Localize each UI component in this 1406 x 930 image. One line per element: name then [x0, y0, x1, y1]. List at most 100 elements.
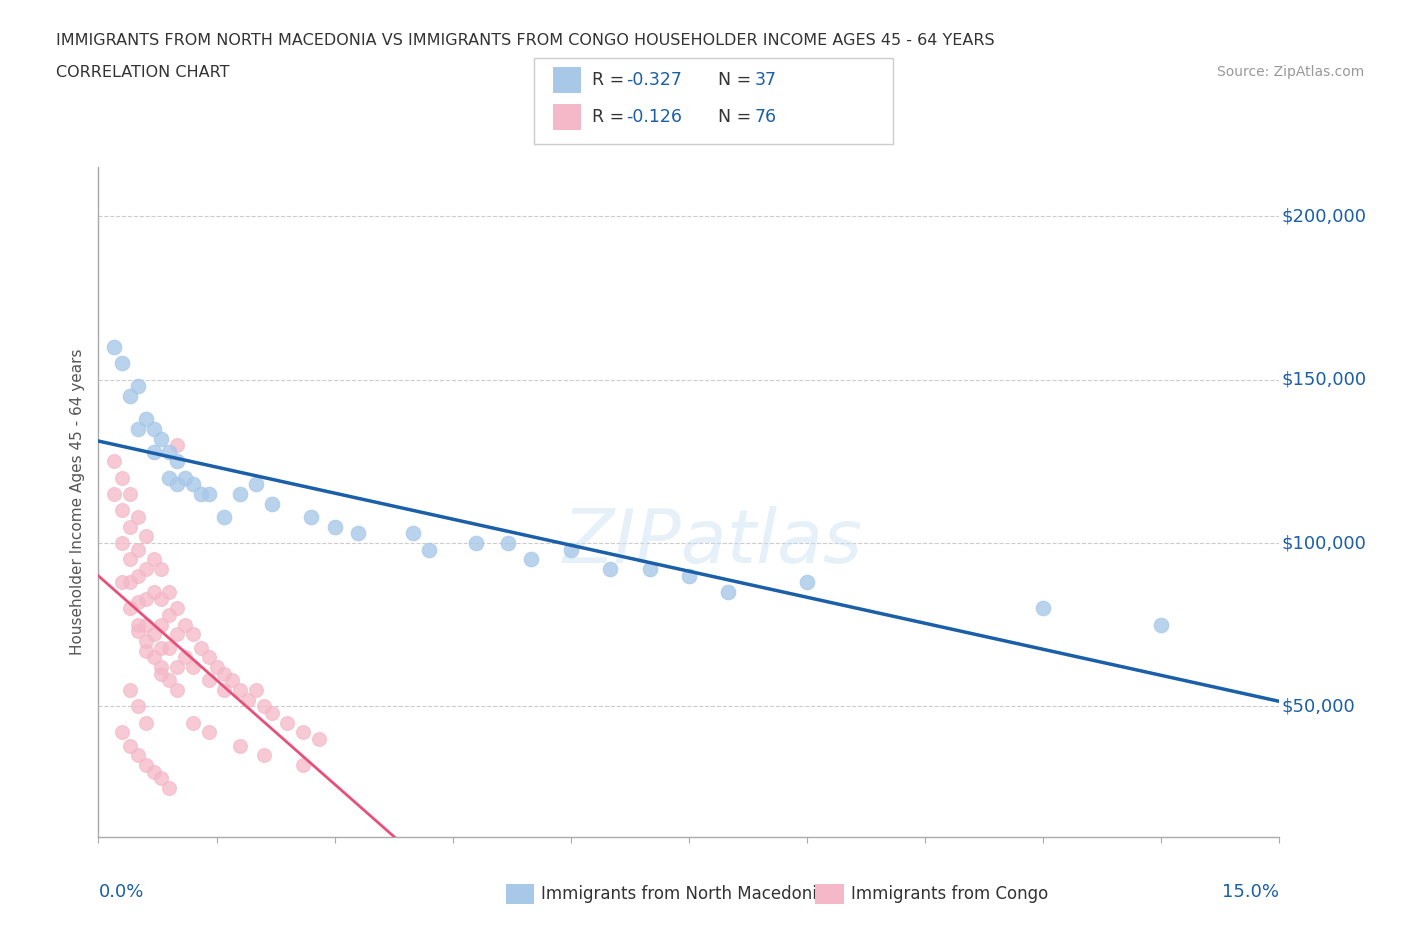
- Point: [150, 618, 173, 632]
- Point: [142, 585, 165, 600]
- Point: [190, 486, 212, 501]
- Point: [127, 510, 149, 525]
- Point: [111, 536, 134, 551]
- Point: [103, 339, 125, 354]
- Point: [260, 497, 283, 512]
- Point: [142, 551, 165, 566]
- Point: [103, 454, 125, 469]
- Text: $200,000: $200,000: [1282, 207, 1367, 225]
- Point: [260, 706, 283, 721]
- Point: [150, 432, 173, 446]
- Point: [181, 627, 204, 642]
- Point: [174, 650, 197, 665]
- Point: [253, 699, 276, 714]
- Point: [236, 692, 259, 707]
- Point: [118, 601, 141, 616]
- Point: [135, 591, 157, 606]
- Point: [118, 738, 141, 753]
- Point: [174, 471, 197, 485]
- Text: $50,000: $50,000: [1282, 698, 1355, 715]
- Point: [638, 562, 661, 577]
- Point: [142, 421, 165, 436]
- Point: [157, 607, 180, 622]
- Point: [157, 471, 180, 485]
- Point: [678, 568, 700, 583]
- Point: [135, 644, 157, 658]
- Point: [135, 562, 157, 577]
- Point: [520, 551, 543, 566]
- Point: [197, 486, 219, 501]
- Point: [245, 683, 267, 698]
- Point: [150, 771, 173, 786]
- Point: [150, 591, 173, 606]
- Point: [214, 666, 236, 681]
- Point: [181, 659, 204, 674]
- Point: [142, 445, 165, 459]
- Text: Immigrants from Congo: Immigrants from Congo: [851, 884, 1047, 903]
- Point: [402, 525, 425, 540]
- Point: [111, 356, 134, 371]
- Text: 15.0%: 15.0%: [1222, 883, 1279, 901]
- Text: $100,000: $100,000: [1282, 534, 1367, 552]
- Point: [418, 542, 440, 557]
- Point: [796, 575, 818, 590]
- Point: [142, 650, 165, 665]
- Text: -0.126: -0.126: [626, 108, 682, 126]
- Point: [599, 562, 621, 577]
- Point: [166, 438, 188, 453]
- Point: [135, 529, 157, 544]
- Point: [118, 575, 141, 590]
- Point: [150, 562, 173, 577]
- Point: [174, 618, 197, 632]
- Point: [111, 725, 134, 740]
- Point: [221, 672, 243, 687]
- Point: [1032, 601, 1054, 616]
- Point: [197, 650, 219, 665]
- Point: [127, 421, 149, 436]
- Point: [111, 471, 134, 485]
- Point: [135, 715, 157, 730]
- Point: [118, 389, 141, 404]
- Text: $150,000: $150,000: [1282, 371, 1367, 389]
- Point: [181, 715, 204, 730]
- Point: [157, 640, 180, 655]
- Point: [150, 666, 173, 681]
- Point: [465, 536, 488, 551]
- Point: [197, 725, 219, 740]
- Text: 76: 76: [755, 108, 778, 126]
- Point: [190, 640, 212, 655]
- Point: [157, 445, 180, 459]
- Point: [127, 748, 149, 763]
- Point: [323, 519, 346, 534]
- Point: [111, 503, 134, 518]
- Point: [135, 633, 157, 648]
- Point: [253, 748, 276, 763]
- Text: N =: N =: [718, 108, 758, 126]
- Text: 0.0%: 0.0%: [98, 883, 143, 901]
- Text: IMMIGRANTS FROM NORTH MACEDONIA VS IMMIGRANTS FROM CONGO HOUSEHOLDER INCOME AGES: IMMIGRANTS FROM NORTH MACEDONIA VS IMMIG…: [56, 33, 995, 47]
- Text: 37: 37: [755, 71, 778, 89]
- Point: [229, 738, 252, 753]
- Point: [308, 732, 330, 747]
- Point: [166, 659, 188, 674]
- Point: [142, 627, 165, 642]
- Point: [717, 585, 740, 600]
- Point: [127, 624, 149, 639]
- Point: [135, 411, 157, 426]
- Point: [229, 486, 252, 501]
- Point: [245, 477, 267, 492]
- Text: Immigrants from North Macedonia: Immigrants from North Macedonia: [541, 884, 827, 903]
- Point: [299, 510, 322, 525]
- Point: [197, 672, 219, 687]
- Point: [214, 510, 236, 525]
- Text: R =: R =: [592, 71, 630, 89]
- Point: [166, 683, 188, 698]
- Point: [118, 519, 141, 534]
- Text: -0.327: -0.327: [626, 71, 682, 89]
- Text: R =: R =: [592, 108, 630, 126]
- Point: [135, 618, 157, 632]
- Text: N =: N =: [718, 71, 758, 89]
- Point: [276, 715, 298, 730]
- Point: [127, 699, 149, 714]
- Point: [229, 683, 252, 698]
